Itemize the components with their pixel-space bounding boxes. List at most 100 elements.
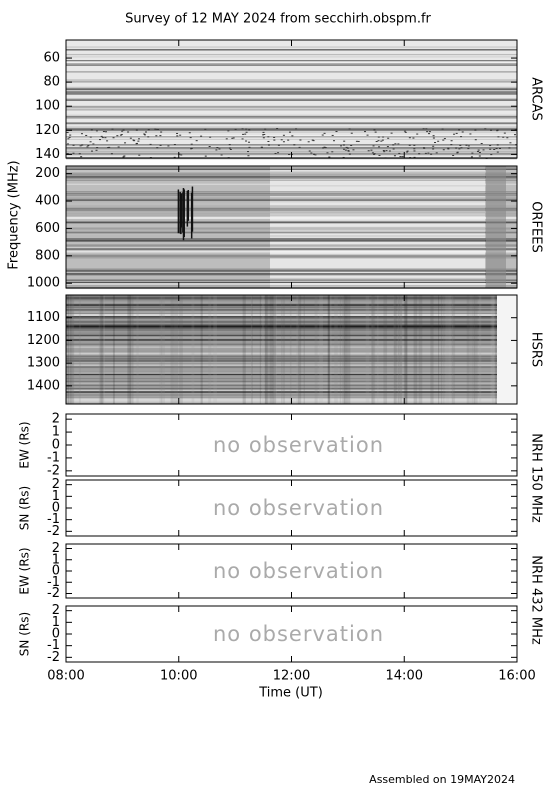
vertical-streak — [474, 295, 478, 404]
noise — [456, 152, 459, 154]
spectrogram-stripe — [66, 364, 517, 367]
noise — [493, 148, 496, 150]
spectrogram-stripe — [66, 221, 517, 224]
spectrogram-stripe — [66, 194, 517, 197]
spectrogram-stripe — [66, 391, 517, 394]
y-tick-label: 600 — [35, 221, 60, 236]
spectrogram-stripe — [66, 106, 517, 108]
spectrogram — [66, 40, 518, 160]
y-tick-label: -1 — [47, 512, 60, 527]
noise — [69, 134, 72, 136]
vertical-streak — [174, 295, 179, 404]
noise — [478, 155, 481, 157]
noise — [322, 147, 325, 149]
noise — [333, 140, 336, 142]
spectrogram-stripe — [66, 366, 517, 368]
noise — [482, 149, 485, 151]
spectrogram-stripe — [66, 79, 517, 81]
spectrogram-stripe — [66, 383, 517, 385]
spectrogram-stripe — [66, 380, 517, 383]
spectrogram-stripe — [66, 220, 517, 223]
spectrogram-stripe — [66, 326, 517, 328]
noise — [308, 150, 311, 152]
noise — [267, 144, 270, 146]
vertical-streak — [347, 295, 351, 404]
noise — [133, 140, 136, 142]
panel-y-label: EW (Rs) — [18, 547, 32, 594]
noise — [394, 143, 397, 145]
noise — [424, 152, 427, 154]
noise — [465, 144, 468, 146]
spectrogram-stripe — [66, 172, 517, 174]
noise — [245, 140, 248, 142]
noise — [190, 147, 193, 149]
noise — [204, 155, 207, 157]
spectrogram-stripe — [66, 381, 517, 383]
noise — [399, 156, 402, 158]
noise — [370, 149, 373, 151]
noise — [506, 137, 509, 139]
vertical-streak — [98, 295, 101, 404]
burst — [179, 191, 181, 234]
noise — [502, 136, 505, 138]
annotation: no observation — [213, 559, 384, 583]
spectrogram-stripe — [66, 174, 517, 176]
noise — [228, 144, 231, 146]
y-tick-label: -1 — [47, 575, 60, 590]
vertical-streak — [127, 295, 131, 404]
spectrogram-stripe — [66, 332, 517, 334]
noise — [342, 144, 345, 146]
vertical-streak — [377, 295, 379, 404]
spectrogram-stripe — [66, 326, 517, 329]
noise — [456, 151, 459, 153]
noise — [372, 145, 375, 147]
noise — [467, 145, 470, 147]
noise — [503, 132, 506, 134]
spectrogram-stripe — [66, 277, 517, 280]
y-tick-label: -2 — [47, 524, 60, 539]
y-tick-label: 800 — [35, 248, 60, 263]
vertical-streak — [495, 295, 499, 404]
vertical-streak — [418, 295, 423, 404]
noise — [102, 130, 105, 132]
vertical-streak — [448, 295, 451, 404]
noise — [66, 153, 69, 155]
noise — [432, 148, 435, 150]
spectrogram-stripe — [66, 55, 517, 58]
noise — [282, 134, 285, 136]
noise — [135, 129, 138, 131]
noise — [452, 154, 455, 156]
noise — [157, 128, 160, 130]
y-tick-label: 2 — [52, 541, 60, 556]
x-axis-label: Time (UT) — [258, 686, 323, 701]
noise — [408, 144, 411, 146]
noise — [277, 152, 280, 154]
spectrogram-stripe — [66, 308, 517, 311]
noise — [514, 134, 517, 136]
vertical-streak — [329, 295, 332, 404]
spectrogram-stripe — [66, 349, 517, 352]
noise — [355, 140, 358, 142]
noise — [442, 149, 445, 151]
chart-title: Survey of 12 MAY 2024 from secchirh.obsp… — [125, 12, 431, 27]
noise — [135, 142, 138, 144]
spectrogram-stripe — [66, 320, 517, 323]
y-tick-label: 0 — [52, 438, 60, 453]
y-tick-label: 200 — [35, 166, 60, 181]
noise — [295, 128, 298, 130]
noise — [120, 134, 123, 136]
spectrogram-stripe — [66, 105, 517, 109]
y-tick-label: 2 — [52, 603, 60, 618]
noise — [489, 145, 492, 147]
noise — [447, 147, 450, 149]
noise — [144, 134, 147, 136]
noise — [344, 149, 347, 151]
spectrogram-stripe — [66, 216, 517, 219]
spectrogram-stripe — [66, 361, 517, 364]
noise — [149, 143, 152, 145]
vertical-streak — [297, 295, 302, 404]
noise — [397, 143, 400, 145]
vertical-streak — [319, 295, 323, 404]
noise — [273, 139, 276, 141]
noise — [437, 140, 440, 142]
